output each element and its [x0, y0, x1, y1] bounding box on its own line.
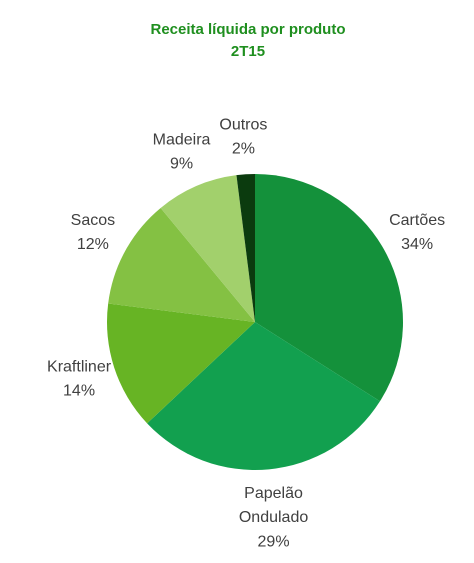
pie-slice	[160, 175, 255, 322]
chart-subtitle: 2T15	[231, 43, 265, 60]
pie-slice	[108, 207, 255, 322]
slice-label-line: Papelão	[244, 485, 303, 502]
chart-title: Receita líquida por produto	[150, 21, 345, 38]
slice-value-label: 9%	[170, 155, 193, 172]
slice-label: Outros	[219, 117, 267, 134]
pie-slice	[107, 303, 255, 424]
slice-label-line: Ondulado	[239, 509, 308, 526]
slice-label: Madeira	[153, 131, 211, 148]
slice-value-label: 34%	[401, 236, 433, 253]
slice-label: Cartões	[389, 212, 445, 229]
pie-slice	[147, 322, 380, 471]
slice-value-label: 29%	[258, 533, 290, 550]
slice-value-label: 2%	[232, 141, 255, 158]
slice-label: Sacos	[71, 212, 115, 229]
pie-slice	[255, 174, 403, 402]
slice-value-label: 12%	[77, 236, 109, 253]
slice-value-label: 14%	[63, 382, 95, 399]
pie-slice	[236, 174, 255, 322]
slice-label: Papelão Ondulado	[239, 485, 308, 526]
slice-label: Kraftliner	[47, 358, 112, 375]
